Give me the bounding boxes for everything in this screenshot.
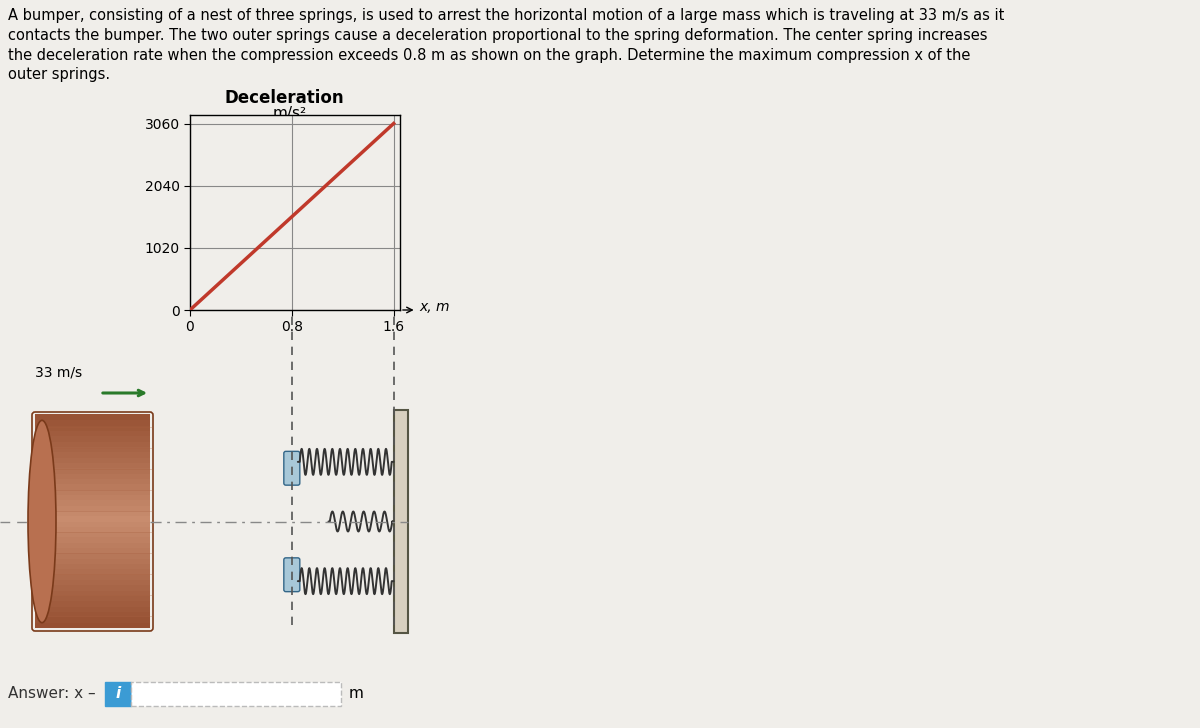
Bar [131,682,341,706]
Bar [35,478,150,484]
Bar [35,472,150,479]
Text: Answer: x –: Answer: x – [8,687,96,702]
Bar [35,419,150,426]
Bar [35,446,150,452]
Ellipse shape [28,420,56,622]
FancyBboxPatch shape [284,558,300,592]
Bar [35,505,150,511]
Text: Deceleration: Deceleration [224,89,344,107]
Bar [35,547,150,553]
Text: x, m: x, m [419,300,450,314]
Bar [35,617,150,622]
FancyBboxPatch shape [284,451,300,485]
Bar [35,424,150,431]
Bar [106,682,131,706]
Bar [35,563,150,569]
Bar [35,542,150,548]
Bar [35,601,150,606]
Bar [35,579,150,585]
Bar [35,595,150,601]
Bar [35,494,150,500]
Bar [35,526,150,532]
Bar [35,462,150,468]
Bar [35,521,150,527]
Bar [35,435,150,442]
Text: 33 m/s: 33 m/s [35,365,82,379]
Bar [35,606,150,612]
Text: i: i [115,687,121,702]
Bar [35,558,150,564]
Bar [35,574,150,580]
Bar [35,456,150,463]
Bar [35,451,150,458]
Bar [394,410,408,633]
Bar [35,430,150,436]
Bar [35,553,150,559]
Bar [35,499,150,505]
Bar [35,585,150,590]
Bar [35,611,150,617]
Bar [35,590,150,596]
Bar [35,622,150,628]
Bar [35,488,150,495]
Bar [35,483,150,489]
Text: m: m [349,687,364,702]
Text: A bumper, consisting of a nest of three springs, is used to arrest the horizonta: A bumper, consisting of a nest of three … [8,8,1004,82]
Bar [35,537,150,543]
Bar [35,467,150,474]
Bar [35,440,150,447]
Bar [35,510,150,516]
Bar [35,569,150,574]
Text: m/s²: m/s² [272,106,306,121]
Bar [35,414,150,420]
Bar [35,531,150,537]
Bar [35,515,150,521]
